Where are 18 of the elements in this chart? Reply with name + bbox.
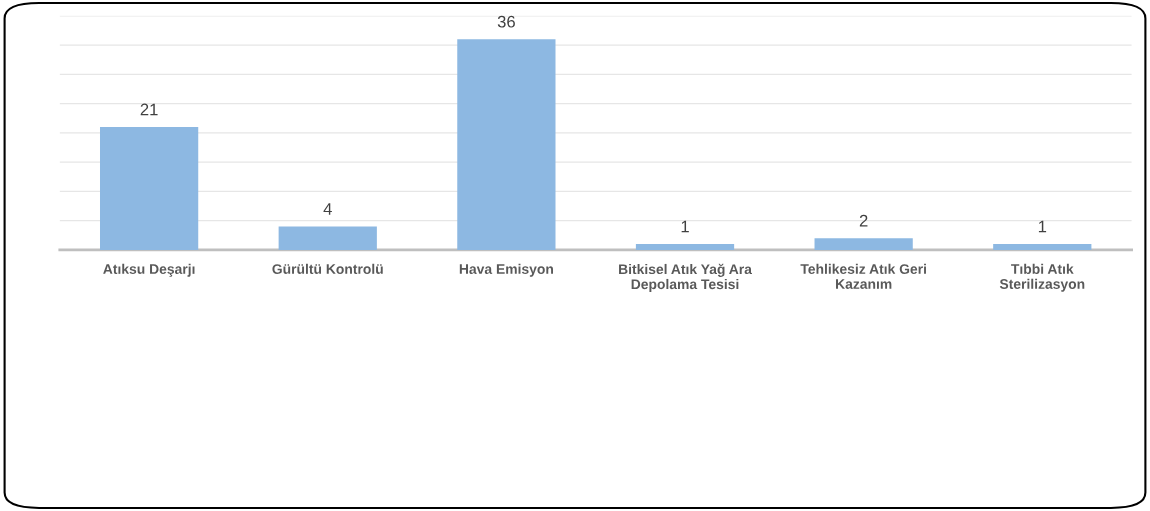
x-tick-label: Tehlikesiz Atık Geri Kazanım [800,263,926,289]
bar [993,244,1092,250]
data-label: 1 [681,220,689,233]
data-label: 21 [140,103,158,116]
data-label: 1 [1038,220,1047,233]
data-label: 4 [323,203,332,215]
x-tick-label: Bitkisel Atık Yağ Ara Depolama Tesisi [619,263,753,292]
bar [278,226,377,250]
bar [814,238,913,250]
bar [457,39,556,250]
bar [635,244,735,250]
x-tick-label: Tıbbi Atık Sterilizasyon [999,263,1085,292]
x-tick-label: Gürültü Kontrolü [272,263,383,274]
x-tick-label: Hava Emisyon [459,263,553,277]
data-label: 36 [497,15,515,28]
x-tick-label: Atıksu Deşarjı [103,263,195,277]
data-label: 2 [859,214,868,227]
bar [99,127,199,250]
